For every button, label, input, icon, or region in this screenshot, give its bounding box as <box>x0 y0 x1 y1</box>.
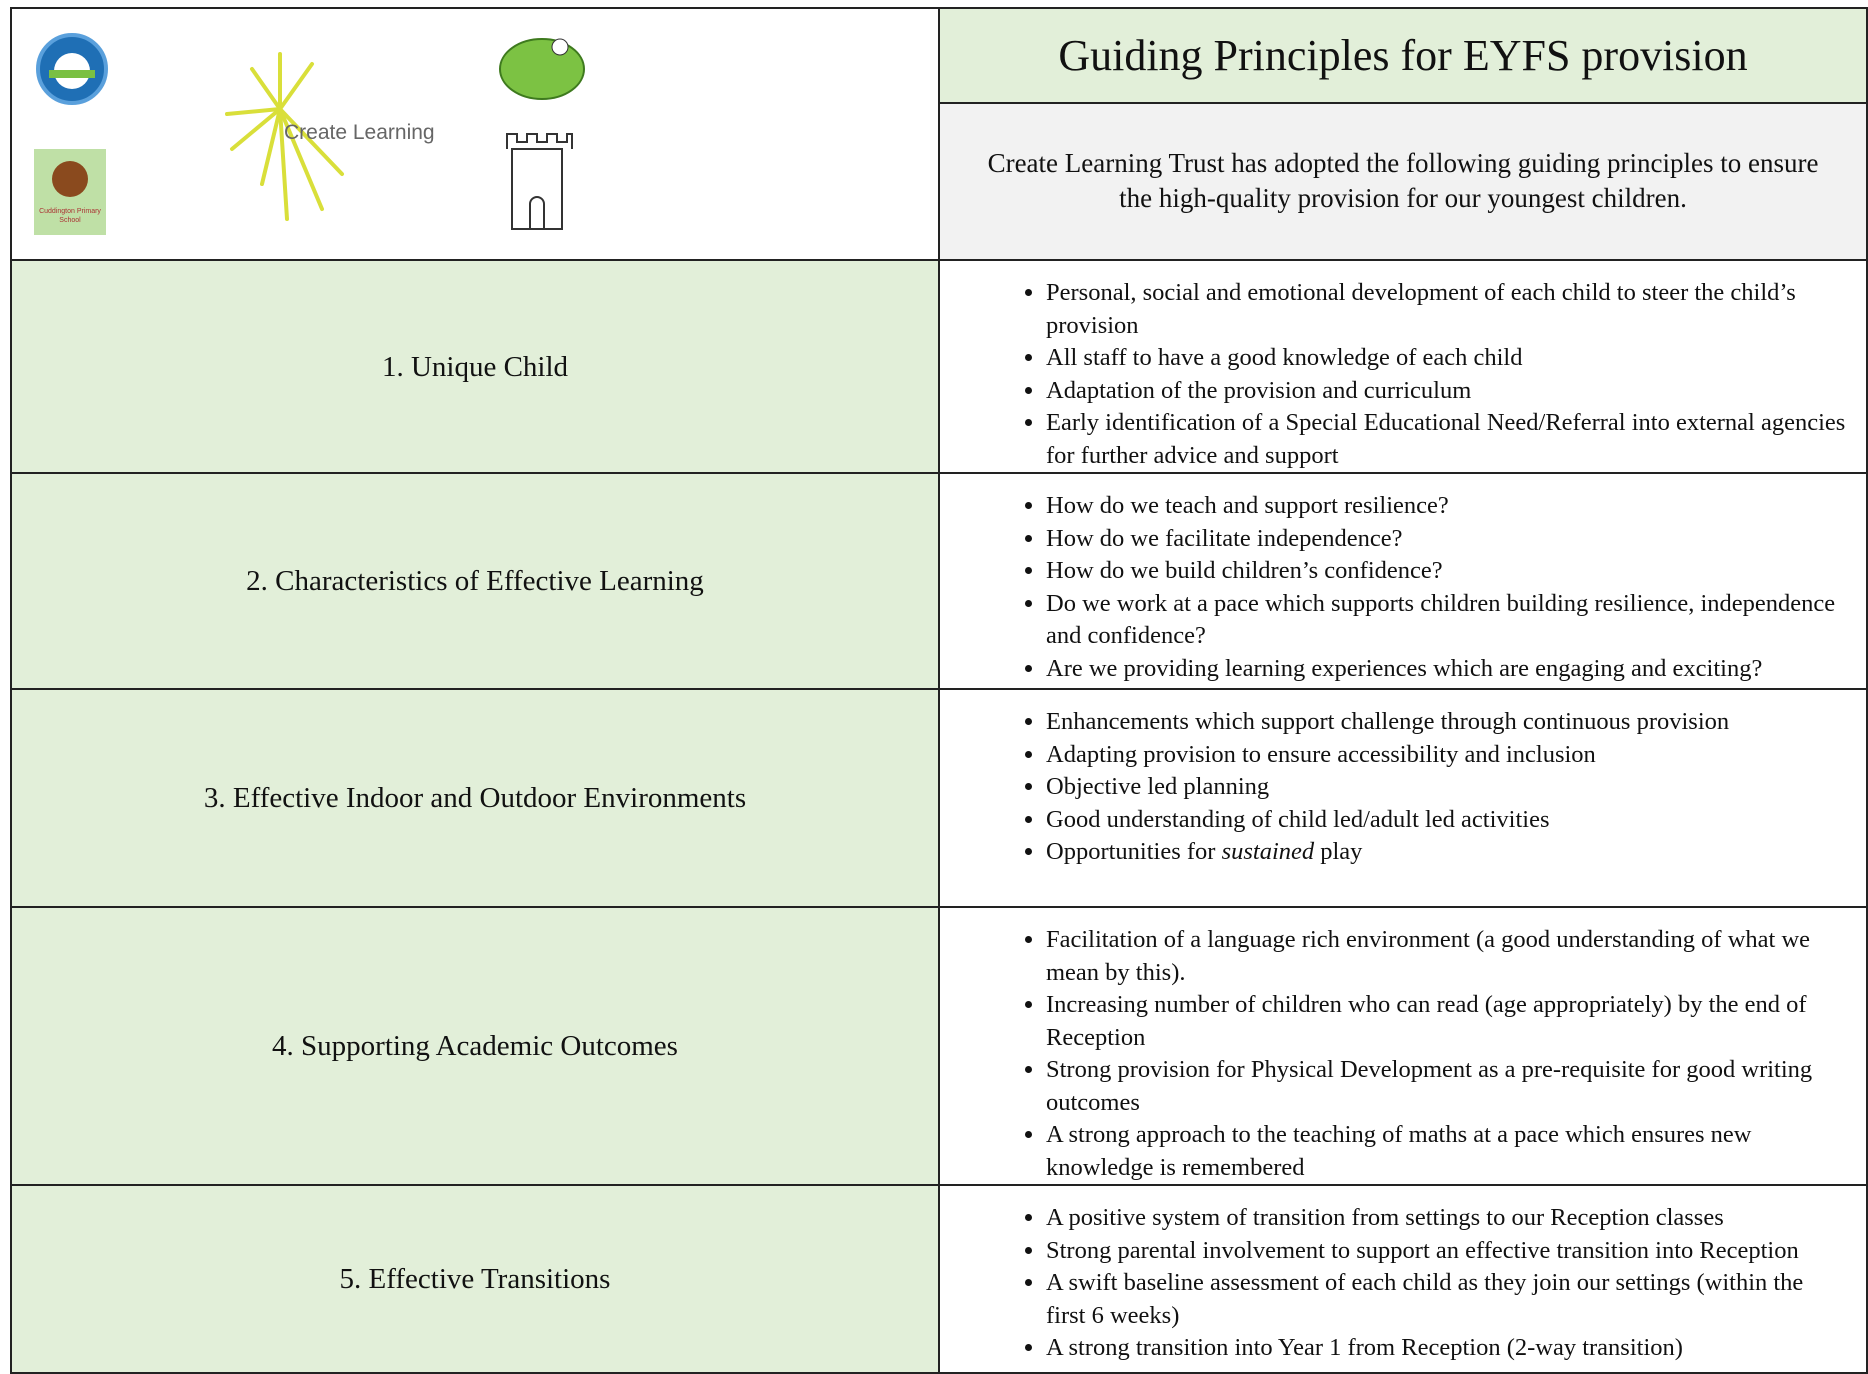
principles-table: Create Learning Cuddington Primary Schoo… <box>10 7 1868 1374</box>
sun-rays <box>225 52 344 221</box>
bullet: A strong transition into Year 1 from Rec… <box>1046 1332 1846 1365</box>
principle-row: 2. Characteristics of Effective Learning… <box>10 472 1868 690</box>
principle-label: 4. Supporting Academic Outcomes <box>10 906 940 1186</box>
cuddington-tree <box>52 161 88 197</box>
tower <box>506 133 573 230</box>
bullet-text: Opportunities for <box>1046 838 1222 865</box>
bullet: How do we build children’s confidence? <box>1046 555 1846 588</box>
bullet: How do we facilitate independence? <box>1046 523 1846 556</box>
logo-text: Create Learning <box>284 121 435 144</box>
bullet: Personal, social and emotional developme… <box>1046 277 1846 342</box>
principle-label: 2. Characteristics of Effective Learning <box>10 472 940 690</box>
bullet: Increasing number of children who can re… <box>1046 989 1846 1054</box>
principle-label: 5. Effective Transitions <box>10 1184 940 1374</box>
principle-cell: Facilitation of a language rich environm… <box>938 906 1868 1186</box>
bullet: Objective led planning <box>1046 771 1846 804</box>
bullet: All staff to have a good knowledge of ea… <box>1046 342 1846 375</box>
logo-text: Cuddington Primary School <box>39 208 101 224</box>
principle-row: 3. Effective Indoor and Outdoor Environm… <box>10 688 1868 908</box>
bullet: How do we teach and support resilience? <box>1046 490 1846 523</box>
logos: Create Learning Cuddington Primary Schoo… <box>34 33 585 235</box>
bullet: Do we work at a pace which supports chil… <box>1046 588 1846 653</box>
bullet: A swift baseline assessment of each chil… <box>1046 1267 1846 1332</box>
frog <box>499 38 585 100</box>
bullet-emphasis: sustained <box>1221 838 1315 865</box>
bullet: Adapting provision to ensure accessibili… <box>1046 739 1846 772</box>
bullet: Facilitation of a language rich environm… <box>1046 924 1846 989</box>
bullet: Early identification of a Special Educat… <box>1046 407 1846 472</box>
bullet-list: A positive system of transition from set… <box>940 1202 1846 1365</box>
bullet: Are we providing learning experiences wh… <box>1046 653 1846 686</box>
bullet: Good understanding of child led/adult le… <box>1046 804 1846 837</box>
intro: Create Learning Trust has adopted the fo… <box>938 101 1868 262</box>
principle-cell: Personal, social and emotional developme… <box>938 259 1868 474</box>
principle-row: 1. Unique Child Personal, social and emot… <box>10 259 1868 474</box>
page: Create Learning Cuddington Primary Schoo… <box>0 0 1868 1254</box>
bullet: Enhancements which support challenge thr… <box>1046 706 1846 739</box>
title: Guiding Principles for EYFS provision <box>938 7 1868 104</box>
bullet-list: Facilitation of a language rich environm… <box>940 924 1846 1184</box>
school-badge-band <box>49 70 95 78</box>
principle-cell: How do we teach and support resilience?H… <box>938 472 1868 690</box>
bullet: A positive system of transition from set… <box>1046 1202 1846 1235</box>
frog-eye <box>551 38 569 56</box>
principle-label: 1. Unique Child <box>10 259 940 474</box>
bullet: Strong provision for Physical Developmen… <box>1046 1054 1846 1119</box>
bullet: Adaptation of the provision and curricul… <box>1046 375 1846 408</box>
principle-row: 4. Supporting Academic Outcomes Facilitat… <box>10 906 1868 1186</box>
bullet-list: Personal, social and emotional developme… <box>940 277 1846 472</box>
bullet-list: Enhancements which support challenge thr… <box>940 706 1846 869</box>
bullet: Opportunities for sustained play <box>1046 836 1846 869</box>
bullet: A strong approach to the teaching of mat… <box>1046 1119 1846 1184</box>
bullet: Strong parental involvement to support a… <box>1046 1235 1846 1268</box>
bullet-list: How do we teach and support resilience?H… <box>940 490 1846 685</box>
bullet-text: play <box>1314 838 1363 865</box>
principle-cell: A positive system of transition from set… <box>938 1184 1868 1374</box>
principle-cell: Enhancements which support challenge thr… <box>938 688 1868 908</box>
logo-cell: Create Learning Cuddington Primary Schoo… <box>10 7 940 261</box>
principle-label: 3. Effective Indoor and Outdoor Environm… <box>10 688 940 908</box>
principle-row: 5. Effective Transitions A positive syste… <box>10 1184 1868 1374</box>
